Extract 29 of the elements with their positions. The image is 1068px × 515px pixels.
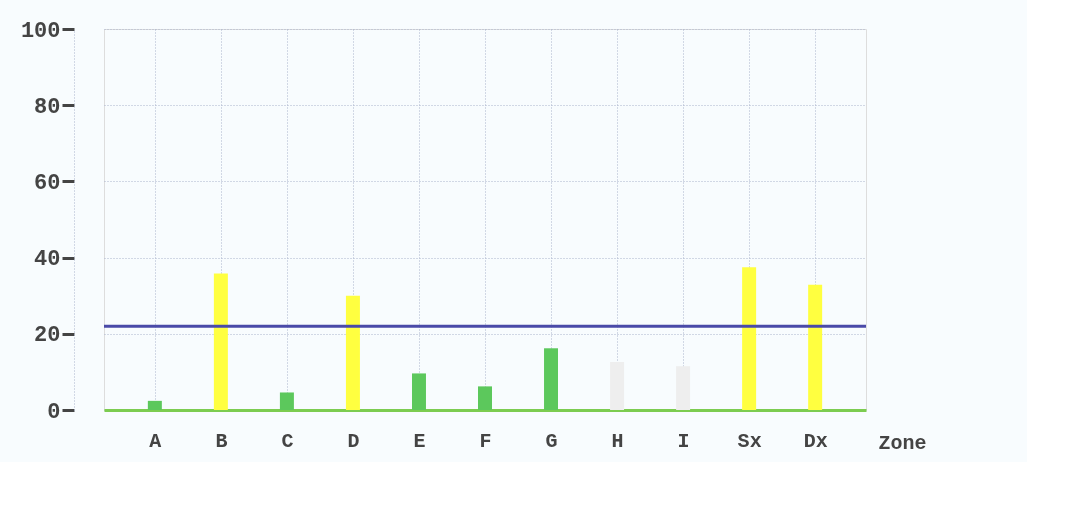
x-tick-label: B <box>215 429 228 453</box>
bar <box>345 295 360 410</box>
bar <box>742 267 757 410</box>
x-tick-label: E <box>413 429 426 453</box>
y-tick-label: 100 <box>20 18 61 44</box>
x-tick-label: Sx <box>737 429 762 453</box>
x-axis-title: Zone <box>878 431 927 455</box>
x-tick-label: A <box>149 429 162 453</box>
bar <box>147 400 162 410</box>
y-tick-label: 80 <box>34 94 61 120</box>
y-tick-label: 0 <box>47 399 61 425</box>
bar <box>808 284 823 410</box>
bar <box>478 386 492 410</box>
x-tick-label: I <box>677 429 690 453</box>
bar <box>544 348 559 410</box>
bar <box>279 392 294 410</box>
y-tick-label: 60 <box>34 170 61 196</box>
bar <box>610 361 625 410</box>
x-tick-label: H <box>611 429 624 453</box>
x-tick-label: G <box>545 429 558 453</box>
y-tick-label: 20 <box>34 323 61 349</box>
y-tick-label: 40 <box>34 247 61 273</box>
bar <box>676 366 691 410</box>
x-tick-label: F <box>479 429 492 453</box>
x-tick-label: Dx <box>803 429 828 453</box>
x-tick-label: C <box>281 429 294 453</box>
bar <box>411 373 426 410</box>
bar <box>213 273 228 410</box>
x-tick-label: D <box>347 429 360 453</box>
